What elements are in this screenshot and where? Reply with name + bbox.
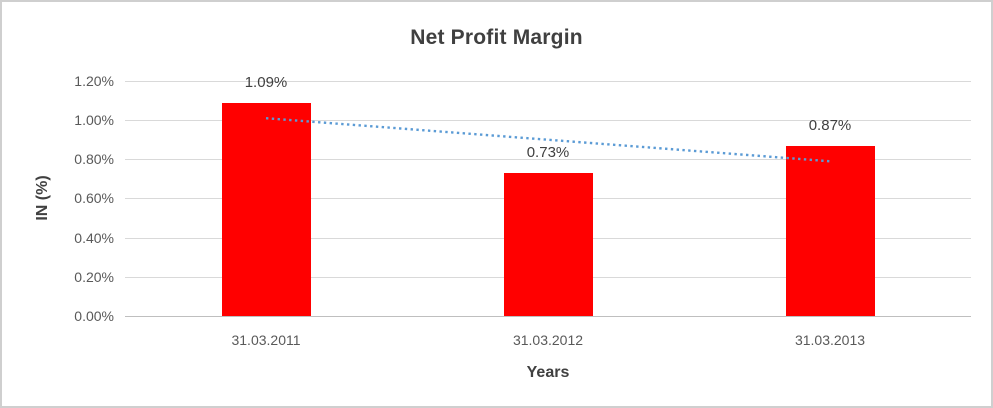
bar-31.03.2011 — [222, 103, 311, 316]
x-tick-label: 31.03.2013 — [794, 332, 866, 348]
y-tick-label: 0.60% — [74, 190, 114, 206]
chart-title: Net Profit Margin — [410, 26, 583, 49]
y-tick-label: 0.00% — [74, 308, 114, 324]
data-label: 0.73% — [526, 144, 570, 161]
y-tick-label: 1.20% — [74, 73, 114, 89]
y-tick-label: 0.20% — [74, 269, 114, 285]
x-axis-title: Years — [526, 364, 570, 381]
x-tick-label: 31.03.2011 — [231, 332, 301, 348]
y-tick-label: 0.80% — [74, 151, 114, 167]
x-axis-line — [125, 316, 971, 317]
data-label: 1.09% — [244, 74, 288, 91]
y-tick-label: 0.40% — [74, 230, 114, 246]
data-label: 0.87% — [808, 117, 852, 134]
x-tick-label: 31.03.2012 — [512, 332, 584, 348]
gridline — [125, 81, 971, 82]
bar-31.03.2013 — [786, 146, 875, 316]
y-tick-label: 1.00% — [74, 112, 114, 128]
bar-31.03.2012 — [504, 173, 593, 316]
